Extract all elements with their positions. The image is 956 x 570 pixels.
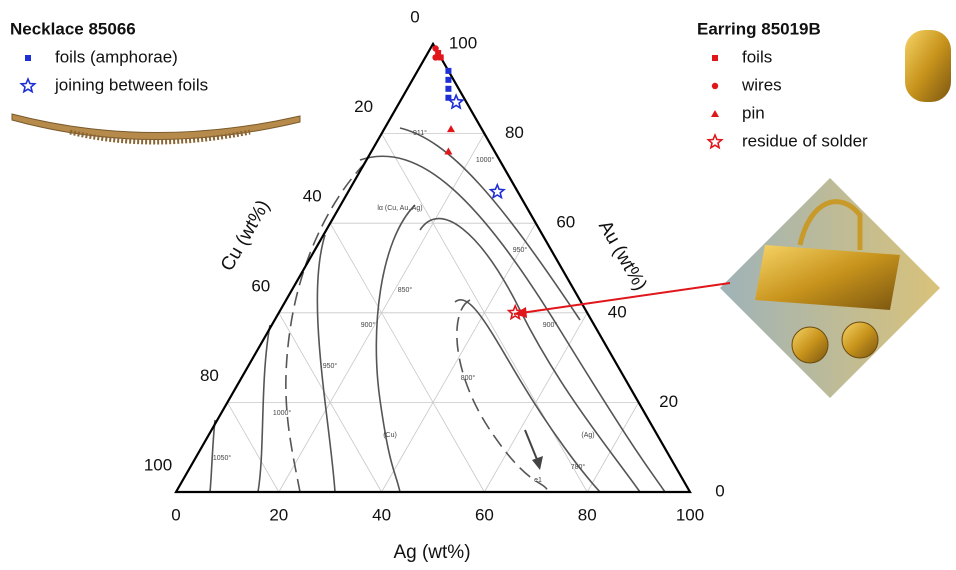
- legend-label: foils: [742, 47, 772, 66]
- data-point: [445, 77, 451, 83]
- grid: [176, 44, 690, 492]
- arrow-head: [532, 456, 543, 470]
- isotherm: [457, 300, 548, 492]
- data-point: [432, 45, 438, 51]
- axis-title: Cu (wt%): [217, 197, 274, 275]
- legend: Necklace 85066 foils (amphorae) joining be…: [10, 19, 868, 150]
- legend-marker: [708, 135, 721, 148]
- tick-label: 100: [144, 455, 172, 474]
- triangle-frame: [176, 44, 690, 492]
- tick-label: 80: [200, 366, 219, 385]
- tick-label: 40: [372, 505, 391, 524]
- legend-title: Earring 85019B: [697, 19, 821, 38]
- isotherm-label: 950°: [513, 246, 528, 254]
- legend-label: joining between foils: [54, 75, 208, 94]
- isotherm-label: lα (Cu, Au, Ag): [377, 205, 422, 212]
- isotherm-label: 780°: [571, 463, 586, 471]
- earring: [905, 30, 951, 102]
- isotherm-label: 1050°: [213, 454, 232, 462]
- tick-label: 100: [676, 505, 704, 524]
- grid-line: [227, 402, 278, 492]
- axis-title: Au (wt%): [594, 217, 651, 294]
- data-point: [450, 95, 463, 108]
- isotherm-label: 911°: [413, 129, 427, 137]
- legend-marker: [712, 55, 718, 61]
- legend-marker: [711, 110, 719, 117]
- tick-label: 60: [251, 276, 270, 295]
- necklace: [12, 114, 300, 140]
- isotherm-label: 900°: [361, 321, 376, 329]
- isotherm-label: 850°: [398, 286, 413, 294]
- annotations: 911° 1000° lα (Cu, Au, Ag) 950° 850° 900° 900°…: [213, 129, 595, 484]
- arrow: [525, 430, 538, 462]
- isotherm: [420, 219, 640, 492]
- data-point: [491, 185, 504, 198]
- isotherm-label: 900°: [543, 321, 558, 329]
- tick-label: 20: [354, 97, 373, 116]
- isotherm-label: 800°: [461, 374, 476, 382]
- data-point: [445, 68, 451, 74]
- figure: 911° 1000° lα (Cu, Au, Ag) 950° 850° 900° 900°…: [0, 0, 956, 570]
- data-point: [444, 148, 452, 155]
- grid-line: [330, 223, 484, 492]
- tick-label: 80: [578, 505, 597, 524]
- isotherm-label: e1: [534, 477, 542, 484]
- legend-label: residue of solder: [742, 131, 868, 150]
- tick-label: 40: [303, 187, 322, 206]
- data-point: [447, 125, 455, 132]
- isotherm-label: (Cu): [383, 432, 397, 439]
- legend-title: Necklace 85066: [10, 19, 136, 38]
- legend-marker: [21, 79, 34, 92]
- tick-label: 0: [410, 7, 419, 26]
- isotherm-label: 1000°: [273, 409, 292, 417]
- tick-label: 0: [171, 505, 180, 524]
- legend-label: foils (amphorae): [55, 47, 178, 66]
- tick-label: 0: [715, 481, 724, 500]
- data-point: [432, 54, 438, 60]
- tick-label: 20: [269, 505, 288, 524]
- tick-label: 80: [505, 123, 524, 142]
- tick-label: 20: [659, 392, 678, 411]
- necklace-photo: [12, 114, 300, 142]
- tick-label: 60: [556, 213, 575, 232]
- axes: 0 20 40 60 80 100 0 20 40 60 80 100 0 20 40 60 80 100 Ag (…: [144, 7, 725, 563]
- earring-photo: [905, 30, 951, 102]
- legend-marker: [25, 55, 31, 61]
- legend-marker: [712, 83, 718, 89]
- closeup-detail: [842, 322, 878, 358]
- closeup-photo: [720, 178, 940, 398]
- isotherm: [376, 205, 415, 492]
- grid-line: [382, 223, 536, 492]
- isotherm-label: 950°: [323, 362, 338, 370]
- tick-label: 40: [608, 302, 627, 321]
- isotherm-label: 1000°: [476, 156, 495, 164]
- closeup-detail: [792, 327, 828, 363]
- closeup-detail: [755, 245, 900, 310]
- legend-label: wires: [741, 75, 782, 94]
- isotherms: [210, 128, 665, 492]
- data-point: [445, 86, 451, 92]
- legend-label: pin: [742, 103, 765, 122]
- axis-title: Ag (wt%): [393, 542, 470, 563]
- isotherm-label: (Ag): [581, 432, 594, 439]
- tick-label: 100: [449, 33, 477, 52]
- tick-label: 60: [475, 505, 494, 524]
